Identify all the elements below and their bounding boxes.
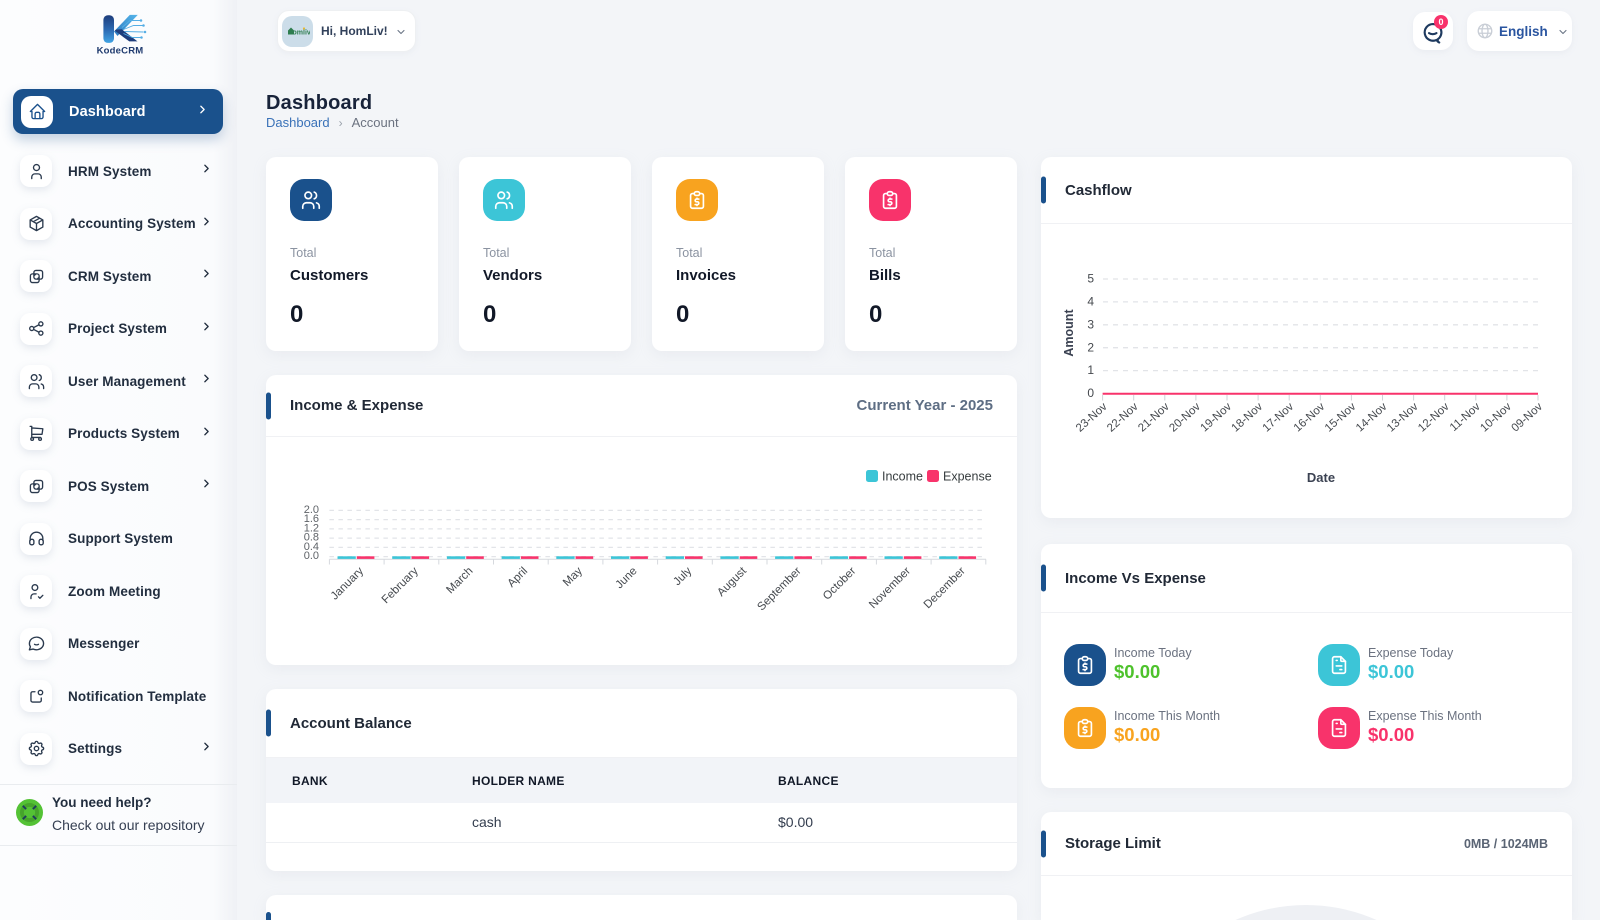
svg-text:15-Nov: 15-Nov xyxy=(1323,401,1359,435)
svg-text:1.6: 1.6 xyxy=(304,513,319,525)
svg-text:April: April xyxy=(505,565,530,590)
svg-text:August: August xyxy=(715,565,749,599)
svg-text:23-Nov: 23-Nov xyxy=(1074,401,1110,435)
svg-text:Income: Income xyxy=(882,470,923,484)
svg-text:July: July xyxy=(671,565,694,588)
svg-text:12-Nov: 12-Nov xyxy=(1416,401,1452,435)
svg-text:Expense: Expense xyxy=(943,470,992,484)
svg-text:19-Nov: 19-Nov xyxy=(1198,401,1234,435)
svg-text:18-Nov: 18-Nov xyxy=(1230,401,1266,435)
svg-text:1.2: 1.2 xyxy=(304,523,319,535)
svg-text:May: May xyxy=(561,565,585,589)
svg-text:December: December xyxy=(922,565,968,611)
svg-text:November: November xyxy=(867,565,913,611)
svg-text:March: March xyxy=(444,565,475,596)
svg-text:KodeCRM: KodeCRM xyxy=(96,46,143,57)
svg-text:2: 2 xyxy=(1087,340,1094,354)
svg-text:omliv: omliv xyxy=(292,29,310,36)
svg-text:0.8: 0.8 xyxy=(304,532,319,544)
svg-text:09-Nov: 09-Nov xyxy=(1509,401,1545,435)
svg-text:21-Nov: 21-Nov xyxy=(1136,401,1172,435)
svg-text:0: 0 xyxy=(1087,386,1094,400)
svg-text:2.0: 2.0 xyxy=(304,504,319,516)
svg-text:June: June xyxy=(614,565,640,591)
svg-text:Amount: Amount xyxy=(1062,309,1076,357)
svg-text:October: October xyxy=(821,565,859,603)
svg-text:Date: Date xyxy=(1307,470,1335,485)
svg-text:16-Nov: 16-Nov xyxy=(1292,401,1328,435)
svg-text:4: 4 xyxy=(1087,295,1094,309)
svg-text:10-Nov: 10-Nov xyxy=(1478,401,1514,435)
svg-text:17-Nov: 17-Nov xyxy=(1261,401,1297,435)
svg-text:0.4: 0.4 xyxy=(304,541,319,553)
svg-text:22-Nov: 22-Nov xyxy=(1105,401,1141,435)
svg-text:13-Nov: 13-Nov xyxy=(1385,401,1421,435)
svg-text:5: 5 xyxy=(1087,272,1094,286)
svg-text:1: 1 xyxy=(1087,363,1094,377)
svg-text:September: September xyxy=(755,565,803,613)
svg-text:14-Nov: 14-Nov xyxy=(1354,401,1390,435)
svg-text:February: February xyxy=(380,565,421,606)
svg-text:3: 3 xyxy=(1087,317,1094,331)
svg-text:January: January xyxy=(329,565,367,603)
svg-text:11-Nov: 11-Nov xyxy=(1448,401,1483,434)
svg-text:0.0: 0.0 xyxy=(304,550,319,562)
svg-text:20-Nov: 20-Nov xyxy=(1167,401,1203,435)
